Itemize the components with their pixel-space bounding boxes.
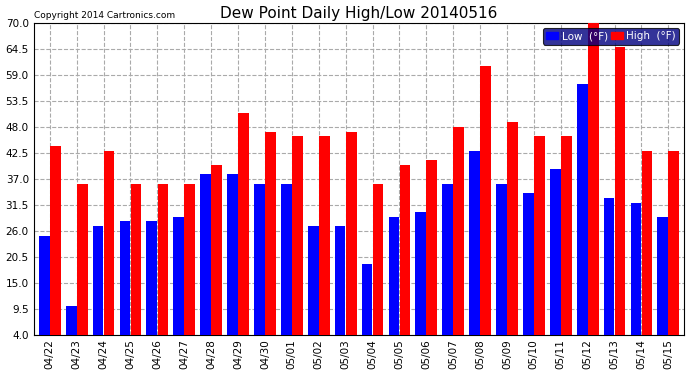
Bar bbox=[254, 184, 265, 335]
Bar bbox=[453, 127, 464, 335]
Bar bbox=[66, 306, 77, 335]
Bar bbox=[588, 23, 598, 335]
Bar bbox=[658, 217, 668, 335]
Bar bbox=[130, 184, 141, 335]
Bar bbox=[642, 151, 652, 335]
Bar bbox=[319, 136, 330, 335]
Bar bbox=[346, 132, 357, 335]
Bar bbox=[173, 217, 184, 335]
Bar bbox=[523, 193, 534, 335]
Bar bbox=[496, 184, 507, 335]
Bar bbox=[157, 184, 168, 335]
Bar bbox=[415, 212, 426, 335]
Bar bbox=[604, 198, 614, 335]
Bar bbox=[227, 174, 238, 335]
Bar bbox=[211, 165, 222, 335]
Legend: Low  (°F), High  (°F): Low (°F), High (°F) bbox=[543, 28, 679, 45]
Bar bbox=[362, 264, 373, 335]
Bar bbox=[281, 184, 292, 335]
Bar bbox=[534, 136, 544, 335]
Bar bbox=[92, 226, 104, 335]
Bar bbox=[146, 221, 157, 335]
Bar bbox=[238, 113, 249, 335]
Bar bbox=[669, 151, 679, 335]
Bar bbox=[292, 136, 303, 335]
Bar bbox=[308, 226, 319, 335]
Bar bbox=[615, 47, 625, 335]
Bar bbox=[442, 184, 453, 335]
Bar bbox=[426, 160, 437, 335]
Bar bbox=[388, 217, 400, 335]
Bar bbox=[200, 174, 211, 335]
Bar bbox=[119, 221, 130, 335]
Bar bbox=[400, 165, 411, 335]
Bar bbox=[39, 236, 50, 335]
Bar bbox=[265, 132, 276, 335]
Bar bbox=[561, 136, 571, 335]
Text: Copyright 2014 Cartronics.com: Copyright 2014 Cartronics.com bbox=[34, 11, 175, 20]
Bar bbox=[469, 151, 480, 335]
Title: Dew Point Daily High/Low 20140516: Dew Point Daily High/Low 20140516 bbox=[220, 6, 497, 21]
Bar bbox=[104, 151, 115, 335]
Bar bbox=[577, 84, 587, 335]
Bar bbox=[373, 184, 384, 335]
Bar bbox=[507, 122, 518, 335]
Bar bbox=[550, 170, 560, 335]
Bar bbox=[480, 66, 491, 335]
Bar bbox=[335, 226, 346, 335]
Bar bbox=[184, 184, 195, 335]
Bar bbox=[631, 202, 641, 335]
Bar bbox=[77, 184, 88, 335]
Bar bbox=[50, 146, 61, 335]
